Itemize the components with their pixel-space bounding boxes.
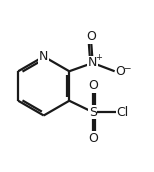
Text: −: − — [123, 63, 131, 72]
Text: +: + — [95, 53, 102, 62]
Text: O: O — [88, 79, 98, 92]
Text: N: N — [39, 50, 48, 63]
Text: O: O — [116, 65, 125, 78]
Text: S: S — [89, 106, 97, 119]
Text: Cl: Cl — [116, 106, 129, 119]
Text: O: O — [88, 132, 98, 145]
Text: O: O — [86, 30, 96, 43]
Text: N: N — [88, 56, 97, 69]
